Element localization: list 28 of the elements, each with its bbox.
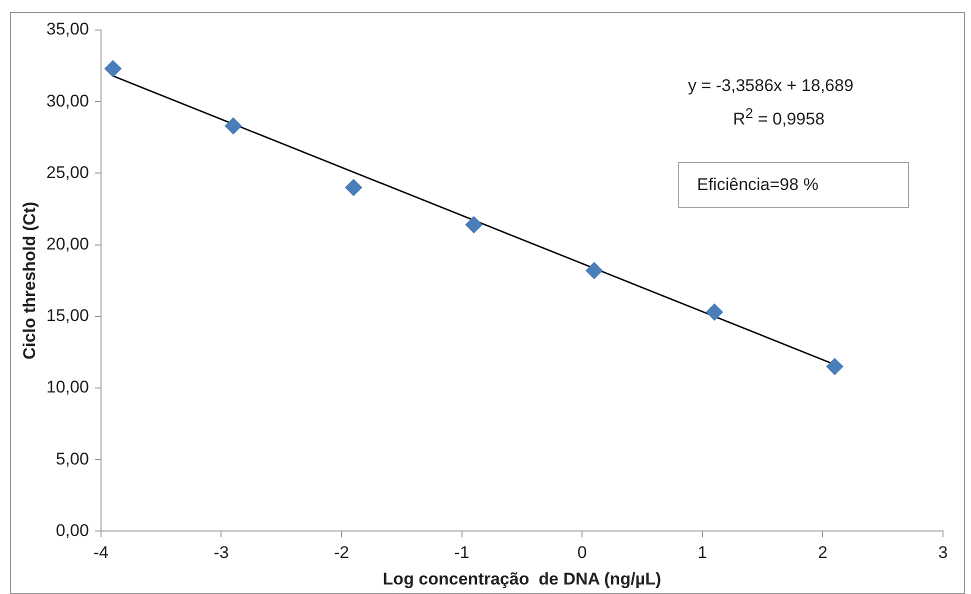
x-tick-label: -1 (454, 543, 470, 562)
annotation: R$^{2}$ = 0,9958 (733, 106, 825, 130)
point (345, 179, 362, 196)
y-tick-label: 35,00 (46, 20, 89, 39)
x-tick-label: -3 (214, 543, 229, 562)
y-tick-label: 10,00 (46, 378, 89, 397)
annotation: y = -3,3586x + 18,689 (688, 76, 854, 96)
y-tick-label: 0,00 (56, 520, 89, 540)
x-axis-title: Log concentração de DNA (ng/µL) (382, 569, 662, 588)
point (104, 60, 122, 78)
y-tick-label: 30,00 (46, 91, 89, 110)
y-axis-title: Ciclo threshold (Ct) (20, 202, 39, 360)
point (465, 216, 482, 234)
x-tick-label: 0 (577, 543, 587, 562)
x-tick-label: 1 (698, 543, 708, 562)
point (224, 117, 242, 134)
x-tick-label: -4 (93, 543, 109, 562)
y-tick-label: 15,00 (46, 306, 89, 326)
y-tick-label: 20,00 (46, 234, 89, 254)
x-tick-label: 2 (818, 543, 828, 562)
y-tick-label: 5,00 (56, 449, 89, 468)
x-tick-label: 3 (938, 543, 948, 562)
x-tick-label: -2 (334, 543, 350, 562)
point (826, 358, 844, 376)
annotation: Eficiência=98 % (678, 162, 909, 208)
y-tick-label: 25,00 (46, 162, 89, 182)
point (586, 262, 603, 280)
point (706, 304, 723, 321)
